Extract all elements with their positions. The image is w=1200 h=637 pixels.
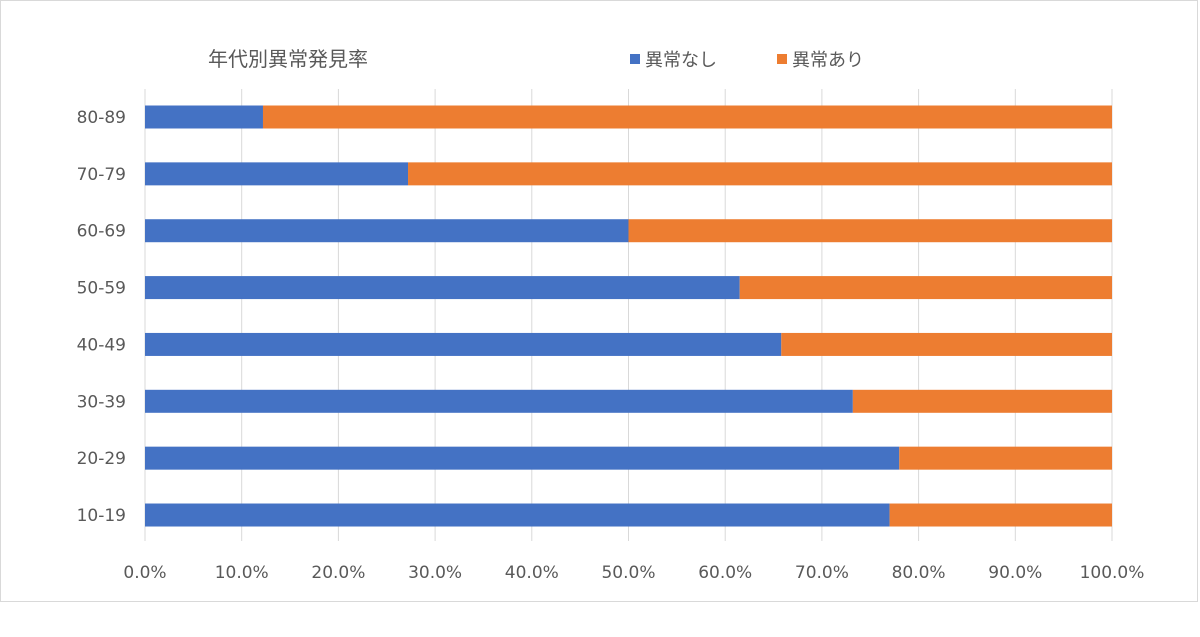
legend-swatch-abnormal	[777, 54, 787, 64]
bar-segment-normal	[145, 276, 740, 300]
x-tick-label: 90.0%	[988, 563, 1042, 583]
x-tick-label: 50.0%	[601, 563, 655, 583]
chart-area	[0, 0, 1198, 602]
x-tick-label: 100.0%	[1080, 563, 1145, 583]
category-label: 80-89	[77, 108, 126, 128]
category-label: 10-19	[77, 506, 126, 526]
bars	[145, 105, 1112, 527]
legend-swatch-normal	[630, 54, 640, 64]
category-label: 60-69	[77, 222, 126, 242]
bar-segment-abnormal	[628, 219, 1112, 243]
category-label: 30-39	[77, 392, 126, 412]
bar-segment-normal	[145, 503, 890, 527]
legend-label-abnormal: 異常あり	[792, 50, 864, 71]
bar-segment-abnormal	[852, 389, 1112, 413]
x-tick-label: 40.0%	[505, 563, 559, 583]
x-tick-label: 60.0%	[698, 563, 752, 583]
x-tick-label: 10.0%	[215, 563, 269, 583]
bar-segment-normal	[145, 105, 263, 129]
x-tick-label: 0.0%	[123, 563, 166, 583]
category-label: 40-49	[77, 335, 126, 355]
bar-segment-abnormal	[889, 503, 1112, 527]
x-tick-label: 30.0%	[408, 563, 462, 583]
x-tick-label: 80.0%	[892, 563, 946, 583]
bar-segment-normal	[145, 332, 782, 356]
gridlines	[144, 89, 1113, 541]
bar-segment-normal	[145, 446, 900, 470]
x-tick-label: 20.0%	[311, 563, 365, 583]
category-label: 20-29	[77, 449, 126, 469]
category-label: 70-79	[77, 165, 126, 185]
chart-title: 年代別異常発見率	[208, 47, 368, 71]
category-label: 50-59	[77, 279, 126, 299]
bar-segment-abnormal	[408, 162, 1112, 186]
legend: 異常なし 異常あり	[630, 50, 864, 71]
category-labels: 80-89 70-79 60-69 50-59 40-49 30-39 20-29 10-19	[77, 108, 126, 526]
bar-segment-normal	[145, 219, 629, 243]
bar-segment-abnormal	[262, 105, 1112, 129]
legend-label-normal: 異常なし	[645, 50, 717, 71]
x-tick-labels: 0.0% 10.0% 20.0% 30.0% 40.0% 50.0% 60.0% 70.0% 8…	[123, 563, 1144, 583]
x-tick-label: 70.0%	[795, 563, 849, 583]
bar-segment-abnormal	[781, 332, 1112, 356]
bar-segment-normal	[145, 389, 853, 413]
bar-segment-abnormal	[899, 446, 1112, 470]
bar-segment-abnormal	[739, 276, 1112, 300]
bar-segment-normal	[145, 162, 409, 186]
